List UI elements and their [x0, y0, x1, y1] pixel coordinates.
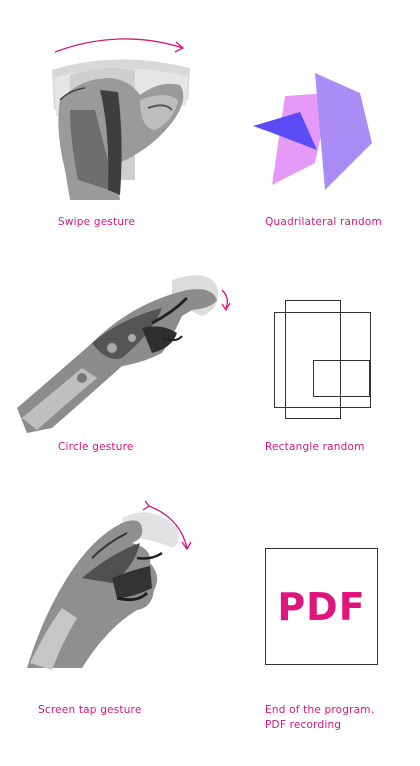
rectangles-icon	[274, 300, 371, 419]
caption-swipe-gesture: Swipe gesture	[58, 216, 136, 228]
quadrilateral-icon	[253, 73, 372, 190]
swipe-hand-icon	[52, 38, 190, 200]
pdf-label: PDF	[277, 584, 366, 629]
tap-hand-icon	[27, 500, 192, 670]
caption-circle-gesture: Circle gesture	[58, 441, 134, 453]
caption-quadrilateral-random: Quadrilateral random	[265, 216, 382, 228]
caption-pdf-recording: PDF recording	[265, 719, 342, 731]
caption-end-of-program: End of the program.	[265, 704, 375, 716]
caption-screen-tap-gesture: Screen tap gesture	[38, 704, 142, 716]
caption-rectangle-random: Rectangle random	[265, 441, 365, 453]
circle-hand-icon	[17, 275, 231, 433]
pdf-icon: PDF	[265, 548, 378, 665]
